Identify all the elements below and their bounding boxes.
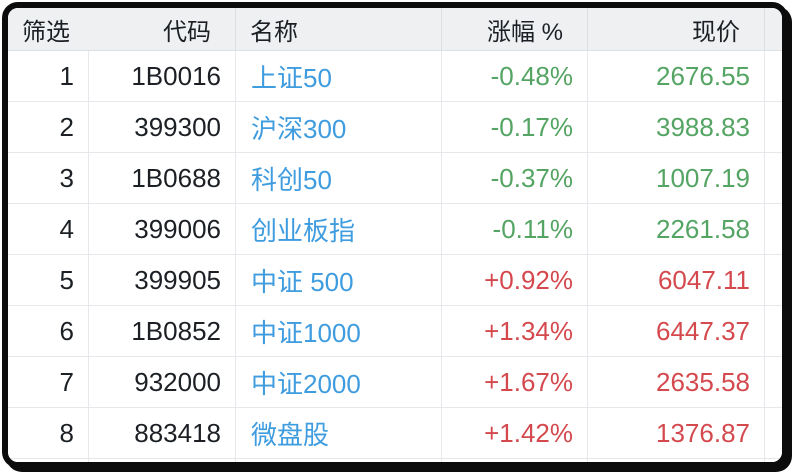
row-spacer-cell bbox=[8, 459, 88, 462]
change-percent-cell: -0.37% bbox=[441, 153, 587, 204]
stock-name-link[interactable]: 中证 500 bbox=[235, 255, 441, 306]
change-percent-cell: +1.42% bbox=[441, 408, 587, 459]
header-change-percent[interactable]: 涨幅 % bbox=[441, 8, 587, 50]
row-index-cell: 3 bbox=[8, 153, 88, 204]
row-spacer-cell bbox=[764, 459, 782, 462]
stock-code-cell: 1B0852 bbox=[88, 306, 235, 357]
table-row[interactable]: 8 883418 微盘股 +1.42% 1376.87 bbox=[8, 408, 782, 459]
row-spacer-cell bbox=[764, 357, 782, 408]
price-cell: 1007.19 bbox=[587, 153, 764, 204]
change-percent-cell: -0.11% bbox=[441, 204, 587, 255]
price-cell: 2635.58 bbox=[587, 357, 764, 408]
row-index-cell: 4 bbox=[8, 204, 88, 255]
stock-code-cell: 1B0016 bbox=[88, 51, 235, 102]
change-percent-cell: +1.67% bbox=[441, 357, 587, 408]
header-code[interactable]: 代码 bbox=[163, 18, 211, 46]
stock-code-cell: 399006 bbox=[88, 204, 235, 255]
row-index-cell: 2 bbox=[8, 102, 88, 153]
table-row[interactable]: 1 1B0016 上证50 -0.48% 2676.55 bbox=[8, 51, 782, 102]
stock-code-cell: 399905 bbox=[88, 255, 235, 306]
change-percent-cell: -0.48% bbox=[441, 51, 587, 102]
stock-name-link[interactable]: 中证1000 bbox=[235, 306, 441, 357]
table-row[interactable]: 7 932000 中证2000 +1.67% 2635.58 bbox=[8, 357, 782, 408]
change-percent-cell: +1.34% bbox=[441, 306, 587, 357]
stock-code-cell: 1B0688 bbox=[88, 153, 235, 204]
price-cell: 2261.58 bbox=[587, 204, 764, 255]
row-spacer-cell bbox=[441, 459, 587, 462]
row-spacer-cell bbox=[764, 204, 782, 255]
table-row-partial bbox=[8, 459, 782, 462]
row-spacer-cell bbox=[764, 51, 782, 102]
market-index-table: 筛选 代码 名称 涨幅 % 现价 1 1B0016 上证50 -0.48% 2676.5… bbox=[2, 2, 788, 468]
stock-name-link[interactable]: 创业板指 bbox=[235, 204, 441, 255]
table-row[interactable]: 3 1B0688 科创50 -0.37% 1007.19 bbox=[8, 153, 782, 204]
table-header-row: 筛选 代码 名称 涨幅 % 现价 bbox=[8, 8, 782, 51]
row-spacer-cell bbox=[764, 306, 782, 357]
row-spacer-cell bbox=[88, 459, 235, 462]
stock-name-link[interactable]: 微盘股 bbox=[235, 408, 441, 459]
change-percent-cell: -0.17% bbox=[441, 102, 587, 153]
stock-name-link[interactable]: 科创50 bbox=[235, 153, 441, 204]
table-row[interactable]: 4 399006 创业板指 -0.11% 2261.58 bbox=[8, 204, 782, 255]
row-index-cell: 7 bbox=[8, 357, 88, 408]
row-spacer-cell bbox=[587, 459, 764, 462]
stock-code-cell: 883418 bbox=[88, 408, 235, 459]
price-cell: 1376.87 bbox=[587, 408, 764, 459]
table-body: 1 1B0016 上证50 -0.48% 2676.55 2 399300 沪深300 -0.1… bbox=[8, 51, 782, 462]
stock-name-link[interactable]: 上证50 bbox=[235, 51, 441, 102]
header-price[interactable]: 现价 bbox=[587, 8, 764, 50]
row-index-cell: 8 bbox=[8, 408, 88, 459]
stock-code-cell: 399300 bbox=[88, 102, 235, 153]
stock-code-cell: 932000 bbox=[88, 357, 235, 408]
table-row[interactable]: 5 399905 中证 500 +0.92% 6047.11 bbox=[8, 255, 782, 306]
row-spacer-cell bbox=[235, 459, 441, 462]
row-index-cell: 5 bbox=[8, 255, 88, 306]
row-spacer-cell bbox=[764, 255, 782, 306]
row-index-cell: 6 bbox=[8, 306, 88, 357]
stock-name-link[interactable]: 中证2000 bbox=[235, 357, 441, 408]
price-cell: 6447.37 bbox=[587, 306, 764, 357]
stock-name-link[interactable]: 沪深300 bbox=[235, 102, 441, 153]
row-spacer-cell bbox=[764, 102, 782, 153]
row-index-cell: 1 bbox=[8, 51, 88, 102]
price-cell: 6047.11 bbox=[587, 255, 764, 306]
row-spacer-cell bbox=[764, 153, 782, 204]
header-filter[interactable]: 筛选 bbox=[22, 18, 70, 46]
price-cell: 2676.55 bbox=[587, 51, 764, 102]
price-cell: 3988.83 bbox=[587, 102, 764, 153]
header-spacer bbox=[764, 8, 782, 50]
table-row[interactable]: 6 1B0852 中证1000 +1.34% 6447.37 bbox=[8, 306, 782, 357]
change-percent-cell: +0.92% bbox=[441, 255, 587, 306]
header-name[interactable]: 名称 bbox=[235, 8, 441, 50]
row-spacer-cell bbox=[764, 408, 782, 459]
table-row[interactable]: 2 399300 沪深300 -0.17% 3988.83 bbox=[8, 102, 782, 153]
